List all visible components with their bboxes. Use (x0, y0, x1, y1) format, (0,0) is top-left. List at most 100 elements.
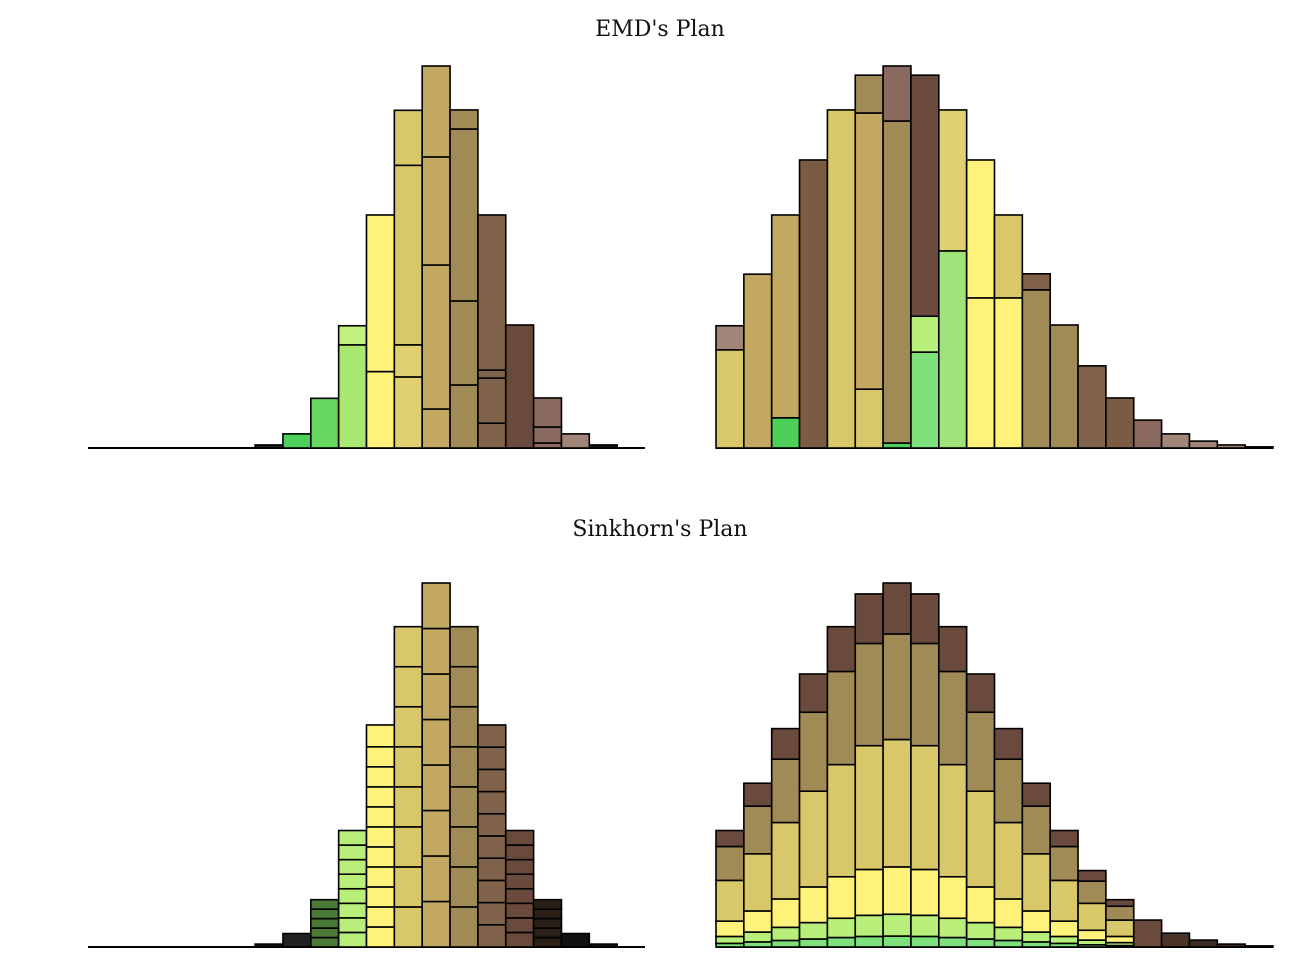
bar-segment (965, 921, 996, 940)
bar-segment (365, 926, 396, 948)
bar-segment (993, 214, 1024, 299)
bar-segment (798, 790, 829, 888)
bar-segment (393, 745, 424, 788)
bar-segment (965, 711, 996, 793)
bar-segment (854, 388, 884, 449)
bar-segment (882, 65, 912, 122)
bar-segment (1188, 440, 1219, 449)
bar-segment (910, 868, 940, 917)
bar-segment (993, 727, 1024, 760)
bar-segment (337, 344, 368, 449)
bar-segment (504, 902, 535, 919)
bar-segment (1077, 929, 1107, 941)
bar-segment (393, 344, 424, 378)
bar-segment (365, 745, 396, 768)
bar-segment (770, 727, 801, 760)
bar-segment (449, 625, 479, 668)
bar-segment (1077, 365, 1107, 449)
bar-segment (421, 408, 451, 449)
bar-segment (504, 858, 535, 876)
bar-segment (477, 790, 507, 815)
bar-segment (937, 109, 968, 252)
bar-segment (993, 758, 1024, 824)
bar-segment (504, 829, 535, 846)
bar-segment (504, 324, 535, 449)
bar-segment (1049, 879, 1079, 922)
bar-segment (309, 936, 340, 948)
bar-segment (770, 417, 801, 449)
bar-segment (910, 642, 940, 747)
bar-segment (282, 433, 312, 449)
bar-segment (743, 805, 773, 855)
bar-segment (365, 214, 396, 373)
bar-segment (937, 875, 968, 920)
bar-segment (421, 264, 451, 410)
bar-segment (1160, 433, 1191, 449)
bar-segment (993, 297, 1024, 449)
bar-segment (882, 633, 912, 741)
bar-segment (1049, 920, 1079, 938)
bar-segment (1049, 845, 1079, 882)
bar-segment (393, 866, 424, 908)
bar-segment (477, 214, 507, 371)
bar-segment (965, 297, 996, 449)
bar-segment (826, 875, 857, 920)
bar-segment (365, 826, 396, 848)
bar-segment (882, 913, 912, 937)
bar-segment (1105, 898, 1135, 908)
bar-segment (965, 673, 996, 714)
bar-segment (715, 324, 745, 351)
bar-segment (715, 920, 745, 938)
bar-segment (965, 790, 996, 888)
bar-segment (854, 935, 884, 948)
bar-segment (743, 782, 773, 807)
bar-segment (798, 711, 829, 793)
bar-segment (1105, 905, 1135, 921)
bar-segment (854, 744, 884, 871)
bar-segment (477, 835, 507, 859)
bar-segment (477, 812, 507, 837)
bar-segment (421, 582, 451, 630)
bar-segment (477, 369, 507, 379)
bar-segment (715, 349, 745, 449)
bar-segment (421, 764, 451, 812)
bar-segment (1021, 805, 1051, 855)
bar-segment (854, 868, 884, 917)
bar-segment (477, 724, 507, 748)
bar-segment (743, 273, 773, 449)
bar-segment (365, 724, 396, 748)
bar-segment (826, 625, 857, 673)
bar-segment (449, 665, 479, 708)
bar-segment (715, 879, 745, 922)
bar-segment (421, 627, 451, 675)
bar-segment (504, 887, 535, 905)
bar-segment (449, 906, 479, 948)
bar-segment (393, 109, 424, 167)
bar-segment (421, 673, 451, 721)
bar-segment (1077, 902, 1107, 932)
bar-segment (393, 625, 424, 668)
bar-segment (309, 917, 340, 929)
bar-segment (337, 902, 368, 919)
bar-segment (770, 926, 801, 942)
bar-segment (337, 931, 368, 948)
bar-segment (532, 426, 563, 444)
bar-segment (365, 370, 396, 449)
bar-segment (882, 738, 912, 868)
bar-segment (421, 156, 451, 266)
bar-segment (337, 917, 368, 934)
bar-segment (393, 164, 424, 346)
bar-segment (449, 109, 479, 130)
bar-segment (504, 873, 535, 890)
bar-segment (393, 826, 424, 868)
bar-segment (798, 921, 829, 940)
bar-segment (421, 900, 451, 948)
bar-segment (937, 250, 968, 449)
bar-segment (560, 932, 591, 948)
bar-segment (993, 898, 1024, 929)
bar-segment (477, 857, 507, 882)
bar-segment (477, 879, 507, 904)
bar-segment (937, 936, 968, 948)
bar-segment (337, 858, 368, 876)
